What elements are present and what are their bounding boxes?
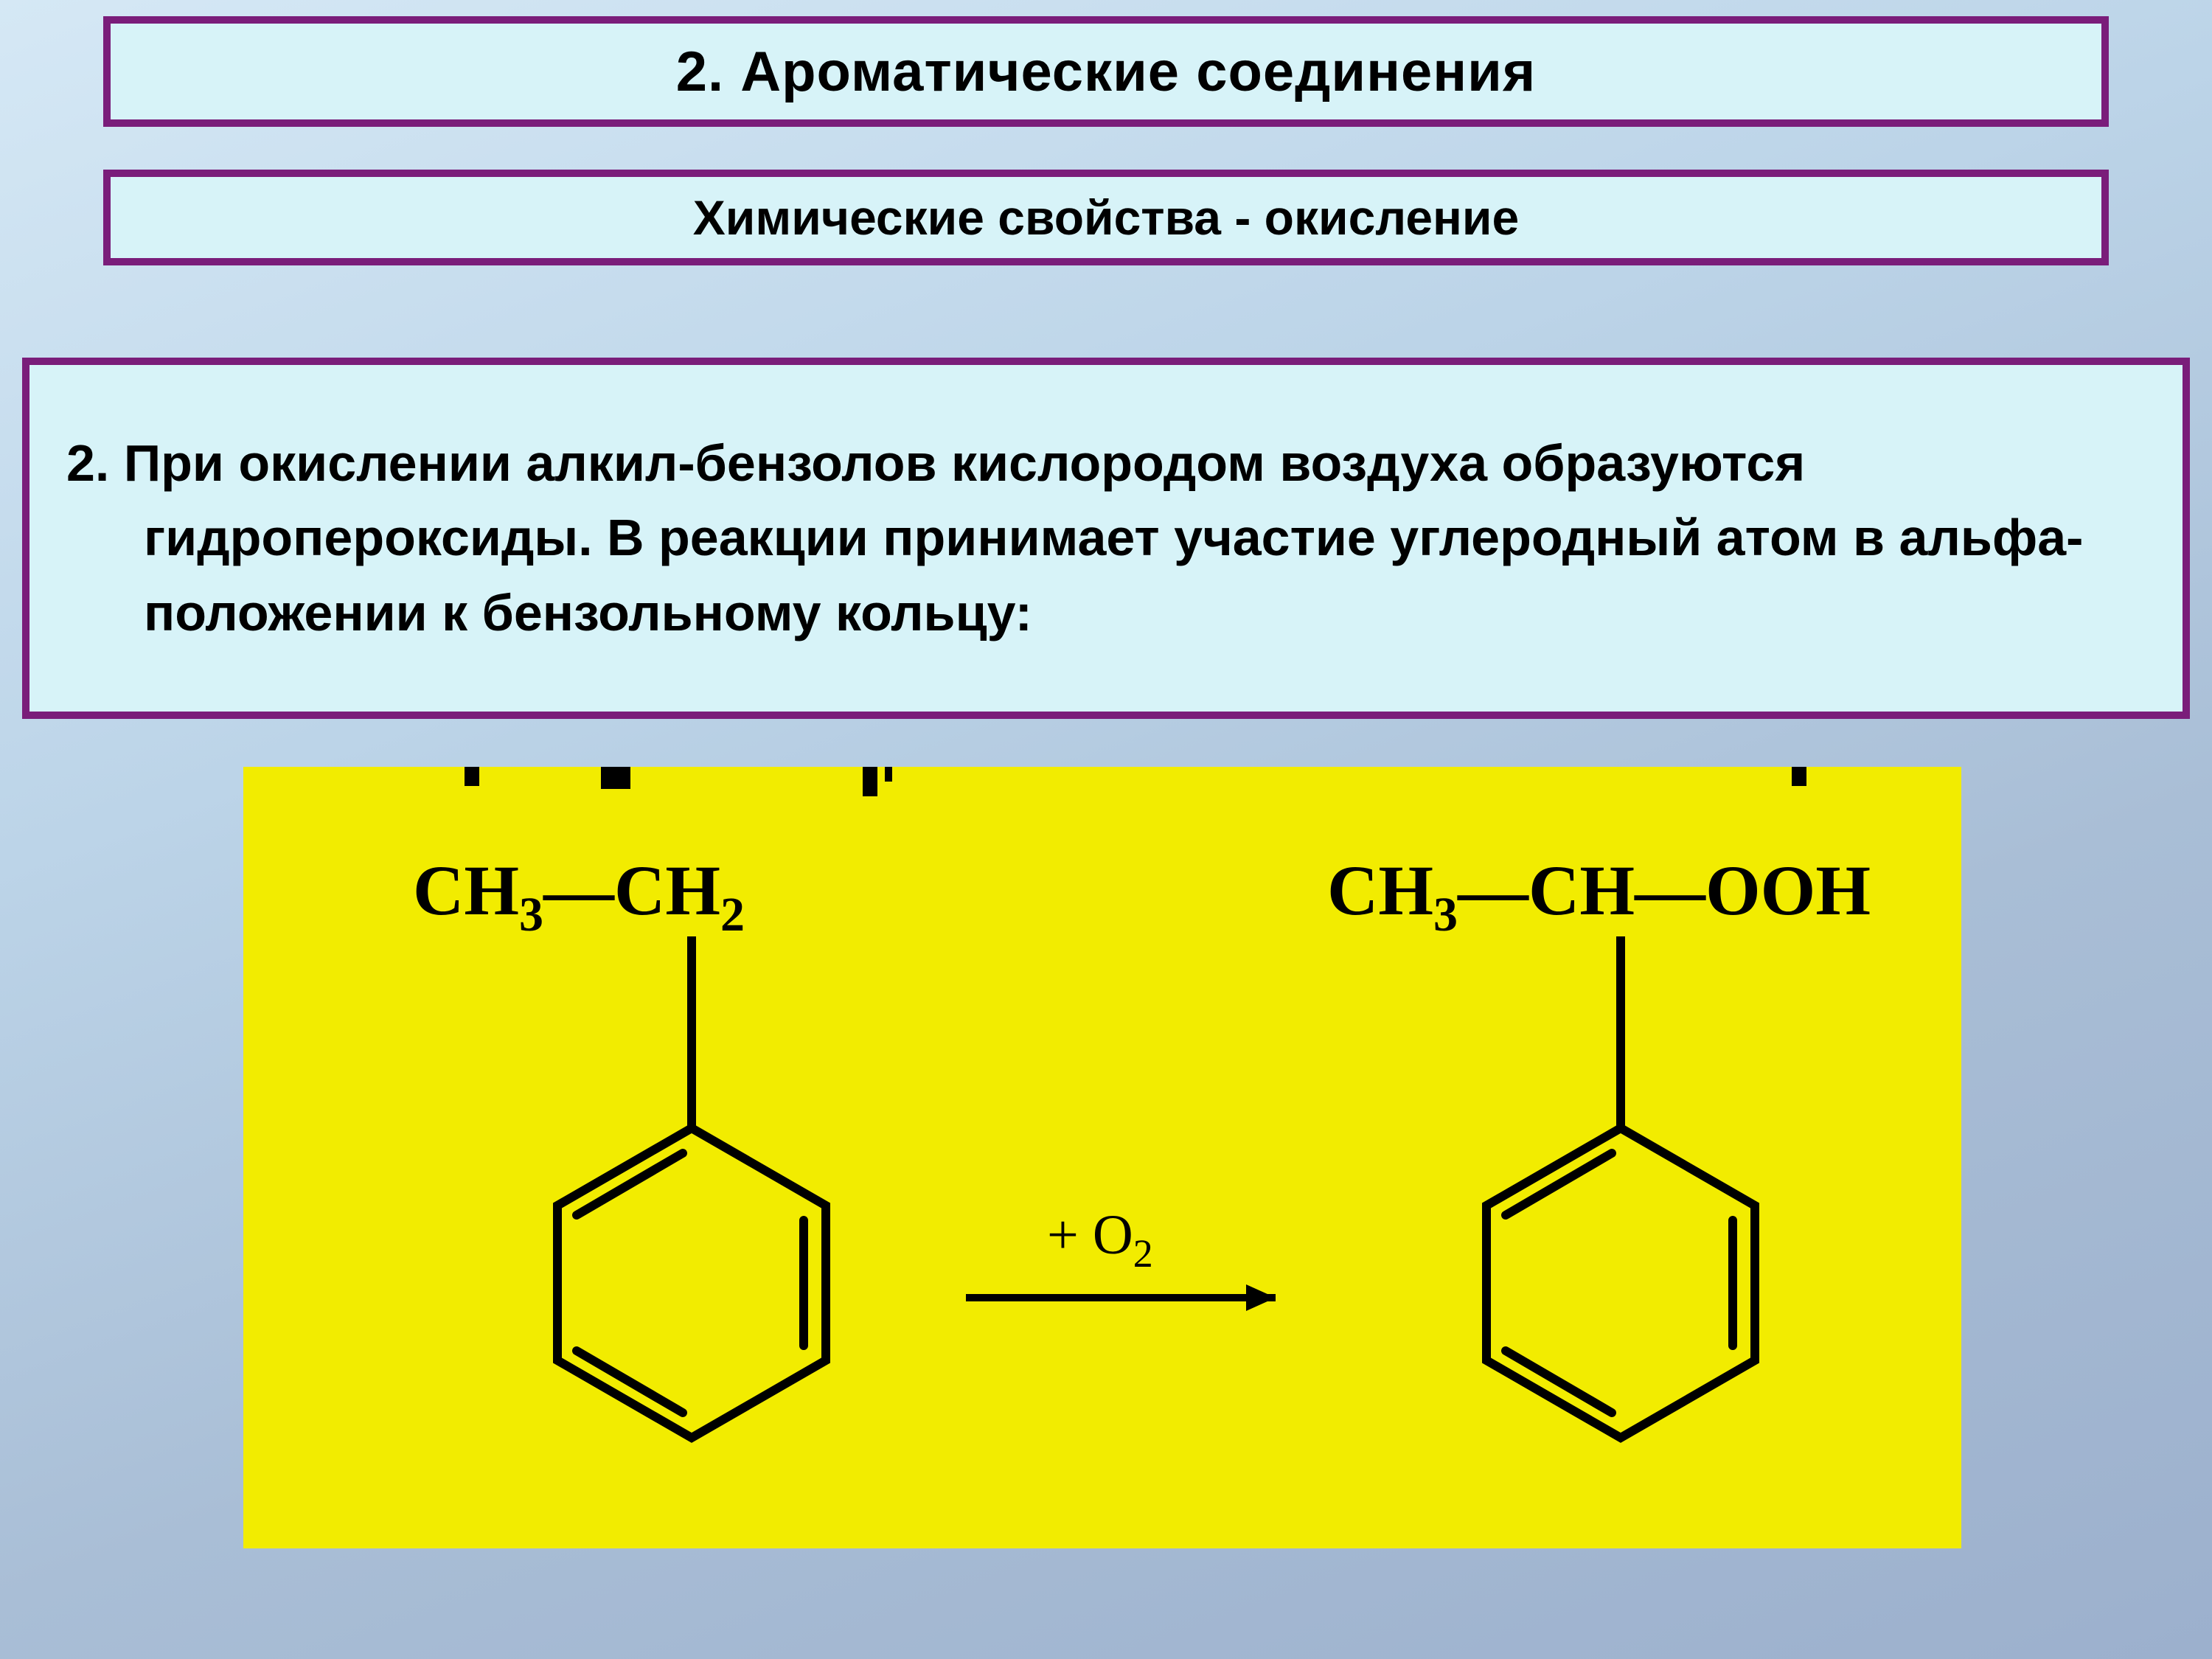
body-line: 2. При окислении алкил-бензолов кислород… <box>66 426 2138 651</box>
reaction-diagram: CH3—CH2 + O2 <box>243 767 1961 1548</box>
reactant-ring <box>557 1128 826 1438</box>
reaction-arrow-group: + O2 <box>966 1204 1276 1311</box>
subtitle-box: Химические свойства - окисление <box>103 170 2109 265</box>
slide-title: 2. Ароматические соединения <box>676 40 1537 104</box>
product-molecule: CH3—CH—OOH <box>1327 851 1871 1438</box>
product-label: CH3—CH—OOH <box>1327 851 1871 942</box>
top-artifacts <box>465 767 1806 796</box>
body-box: 2. При окислении алкил-бензолов кислород… <box>22 358 2190 719</box>
reaction-svg: CH3—CH2 + O2 <box>243 767 1961 1548</box>
reaction-arrow-head <box>1246 1284 1276 1311</box>
title-box: 2. Ароматические соединения <box>103 16 2109 127</box>
slide-subtitle: Химические свойства - окисление <box>693 189 1519 246</box>
slide-body: 2. При окислении алкил-бензолов кислород… <box>66 426 2138 651</box>
arrow-label: + O2 <box>1047 1204 1153 1276</box>
product-ring <box>1486 1128 1755 1438</box>
reactant-molecule: CH3—CH2 <box>413 851 826 1438</box>
reactant-label: CH3—CH2 <box>413 851 745 942</box>
